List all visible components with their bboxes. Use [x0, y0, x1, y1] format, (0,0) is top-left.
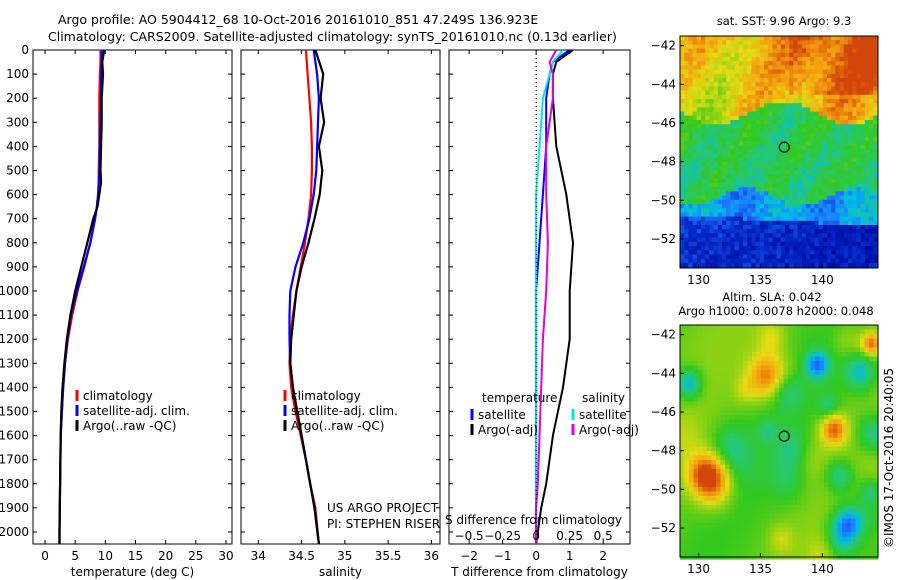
difference-s-xlabel: S difference from climatology [445, 513, 622, 527]
sla-xtick-label: 130 [687, 562, 710, 576]
temperature-xtick-label: 10 [98, 549, 113, 563]
sst-xtick-label: 135 [749, 273, 772, 287]
temperature-ytick-label: 1400 [0, 380, 29, 394]
sst-xtick-label: 140 [811, 273, 834, 287]
temperature-xtick-label: 25 [188, 549, 203, 563]
salinity-xtick-label: 36 [424, 549, 439, 563]
salinity-xtick-label: 34.5 [288, 549, 315, 563]
salinity-series-argo-raw-qc- [289, 49, 326, 545]
difference-legend-title-temperature: temperature [482, 391, 557, 405]
temperature-ytick-label: 100 [6, 67, 29, 81]
salinity-xtick-label: 34 [251, 549, 266, 563]
figure-title-line2: Climatology: CARS2009. Satellite-adjuste… [48, 29, 617, 44]
difference-s-tick-label: 0.5 [594, 529, 613, 543]
temperature-legend-label: satellite-adj. clim. [83, 404, 190, 418]
difference-series-salinity-argo-adj- [535, 49, 558, 544]
sst-map-frame [679, 35, 879, 269]
difference-xtick-label: 2 [599, 549, 607, 563]
temperature-ytick-label: 500 [6, 163, 29, 177]
sst-xtick-label: 130 [687, 273, 710, 287]
temperature-legend-label: climatology [83, 389, 153, 403]
difference-xtick-label: 1 [566, 549, 574, 563]
temperature-ytick-label: 1600 [0, 429, 29, 443]
salinity-legend-label: satellite-adj. clim. [291, 404, 398, 418]
difference-s-tick-label: 0 [532, 529, 540, 543]
salinity-xtick-label: 35.5 [375, 549, 402, 563]
sla-xtick-label: 135 [749, 562, 772, 576]
sst-argo-marker [778, 141, 790, 153]
sla-ytick-label: −42 [651, 328, 676, 342]
temperature-ytick-label: 1700 [0, 453, 29, 467]
difference-xlabel: T difference from climatology [450, 565, 628, 579]
temperature-ytick-label: 1500 [0, 404, 29, 418]
difference-s-tick-label: −0.25 [484, 529, 521, 543]
temperature-xtick-label: 30 [218, 549, 233, 563]
salinity-xtick-label: 35 [337, 549, 352, 563]
temperature-ytick-label: 1100 [0, 308, 29, 322]
sst-ytick-label: −44 [651, 77, 676, 91]
salinity-legend-label: Argo(..raw -QC) [291, 419, 384, 433]
temperature-ytick-label: 1900 [0, 501, 29, 515]
temperature-ytick-label: 1300 [0, 356, 29, 370]
sst-ytick-label: −46 [651, 116, 676, 130]
temperature-plot-frame [32, 49, 233, 545]
sst-ytick-label: −52 [651, 232, 676, 246]
temperature-ytick-label: 800 [6, 236, 29, 250]
temperature-xtick-label: 0 [41, 549, 49, 563]
difference-xtick-label: −2 [460, 549, 478, 563]
sst-ytick-label: −50 [651, 193, 676, 207]
difference-legend-label: Argo(-adj) [478, 423, 538, 437]
temperature-series-argo-raw-qc- [58, 49, 106, 544]
difference-legend-title-salinity: salinity [582, 391, 625, 405]
temperature-ytick-label: 400 [6, 139, 29, 153]
temperature-ytick-label: 1000 [0, 284, 29, 298]
difference-legend-label: satellite [478, 408, 526, 422]
difference-s-tick-label: 0.25 [556, 529, 583, 543]
sla-ytick-label: −52 [651, 521, 676, 535]
sla-ytick-label: −50 [651, 482, 676, 496]
sst-map [680, 36, 878, 268]
salinity-legend-label: climatology [291, 389, 361, 403]
temperature-ytick-label: 300 [6, 115, 29, 129]
temperature-ytick-label: 2000 [0, 525, 29, 539]
temperature-ytick-label: 0 [21, 43, 29, 57]
sla-map-title: Altim. SLA: 0.042 [722, 290, 821, 304]
salinity-plot-frame [240, 49, 441, 545]
credit-project: US ARGO PROJECT [327, 501, 439, 515]
temperature-xtick-label: 20 [158, 549, 173, 563]
difference-plot-frame [448, 49, 631, 545]
credit-stamp: ©IMOS 17-Oct-2016 20:40:05 [882, 368, 896, 548]
temperature-ytick-label: 1800 [0, 477, 29, 491]
temperature-ytick-label: 700 [6, 212, 29, 226]
sla-xtick-label: 140 [811, 562, 834, 576]
difference-legend-label: satellite [579, 408, 627, 422]
temperature-legend-label: Argo(..raw -QC) [83, 419, 176, 433]
sla-map-frame [679, 324, 879, 558]
sla-argo-marker [778, 430, 790, 442]
temperature-xtick-label: 15 [128, 549, 143, 563]
sst-ytick-label: −42 [651, 39, 676, 53]
salinity-xlabel: salinity [319, 565, 362, 579]
figure-title-line1: Argo profile: AO 5904412_68 10-Oct-2016 … [58, 12, 539, 27]
difference-legend-label: Argo(-adj) [579, 423, 639, 437]
difference-xtick-label: −1 [494, 549, 512, 563]
sla-ytick-label: −48 [651, 444, 676, 458]
sla-ytick-label: −44 [651, 366, 676, 380]
temperature-ytick-label: 900 [6, 260, 29, 274]
sst-ytick-label: −48 [651, 155, 676, 169]
temperature-ytick-label: 1200 [0, 332, 29, 346]
sla-map [680, 325, 879, 560]
difference-xtick-label: 0 [532, 549, 540, 563]
sla-ytick-label: −46 [651, 405, 676, 419]
sla-map-subtitle: Argo h1000: 0.0078 h2000: 0.048 [678, 304, 873, 318]
temperature-ytick-label: 600 [6, 188, 29, 202]
credit-pi: PI: STEPHEN RISER [327, 517, 440, 531]
sst-map-title: sat. SST: 9.96 Argo: 9.3 [717, 14, 852, 28]
difference-s-tick-label: −0.5 [455, 529, 484, 543]
temperature-ytick-label: 200 [6, 91, 29, 105]
temperature-xtick-label: 5 [71, 549, 79, 563]
temperature-xlabel: temperature (deg C) [71, 565, 194, 579]
